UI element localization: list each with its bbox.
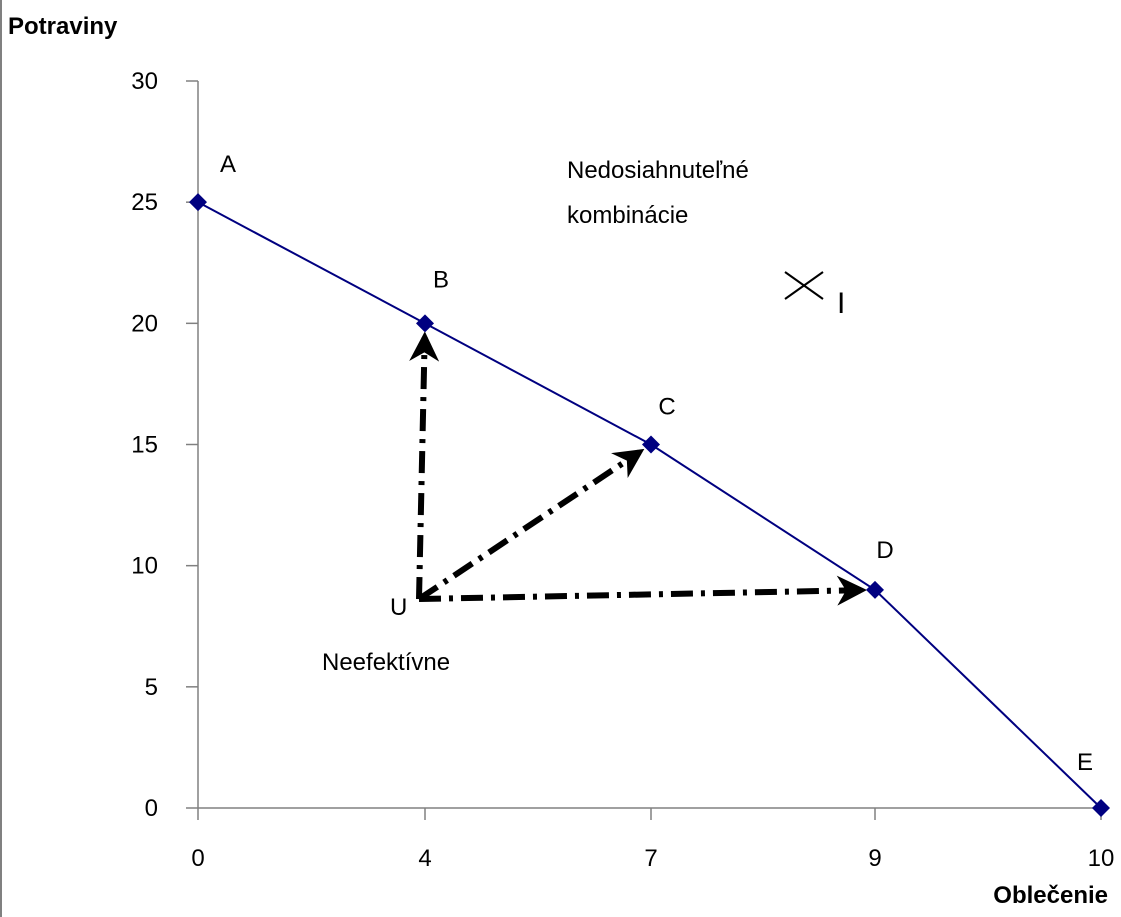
point-label-b: B — [433, 266, 449, 293]
point-label-c: C — [658, 394, 675, 421]
y-axis-title: Potraviny — [8, 13, 118, 40]
data-point-d — [866, 580, 884, 599]
x-tick-label: 4 — [418, 845, 431, 872]
unattainable-label-line1: Nedosiahnuteľné — [567, 157, 749, 184]
point-label-a: A — [220, 151, 236, 178]
x-tick-label: 9 — [868, 845, 881, 872]
arrow-u-to-d — [418, 575, 868, 606]
point-labels: A B C D E — [220, 151, 1093, 776]
arrows-from-u — [409, 331, 868, 606]
inefficient-label: Neefektívne — [322, 649, 450, 676]
y-axis-ticks: 0 5 10 15 20 25 30 — [131, 68, 198, 822]
point-label-d: D — [876, 537, 893, 564]
x-tick-label: 7 — [644, 845, 657, 872]
y-tick-label: 15 — [131, 432, 158, 459]
data-point-c — [642, 435, 660, 454]
data-point-b — [416, 314, 434, 333]
inefficient-point-label: U — [390, 594, 407, 621]
x-axis-ticks: 0 4 7 9 10 — [191, 808, 1114, 872]
unattainable-label-line2: kombinácie — [567, 202, 688, 229]
y-tick-label: 20 — [131, 310, 158, 337]
point-label-e: E — [1077, 749, 1093, 776]
frontier-markers — [189, 193, 1110, 817]
frame-left-edge — [0, 0, 2, 917]
unattainable-point-label: I — [837, 287, 845, 320]
x-tick-label: 10 — [1088, 845, 1115, 872]
arrow-u-to-b — [409, 331, 440, 600]
y-tick-label: 25 — [131, 189, 158, 216]
y-tick-label: 5 — [145, 674, 158, 701]
y-tick-label: 0 — [145, 795, 158, 822]
y-tick-label: 30 — [131, 68, 158, 95]
y-tick-label: 10 — [131, 553, 158, 580]
data-point-e — [1092, 799, 1110, 817]
arrow-u-to-c — [417, 448, 645, 602]
unattainable-cross-icon — [784, 271, 824, 300]
x-axis-title: Oblečenie — [993, 882, 1108, 909]
data-point-a — [189, 193, 207, 212]
x-tick-label: 0 — [191, 845, 204, 872]
production-possibility-frontier — [197, 201, 1102, 809]
